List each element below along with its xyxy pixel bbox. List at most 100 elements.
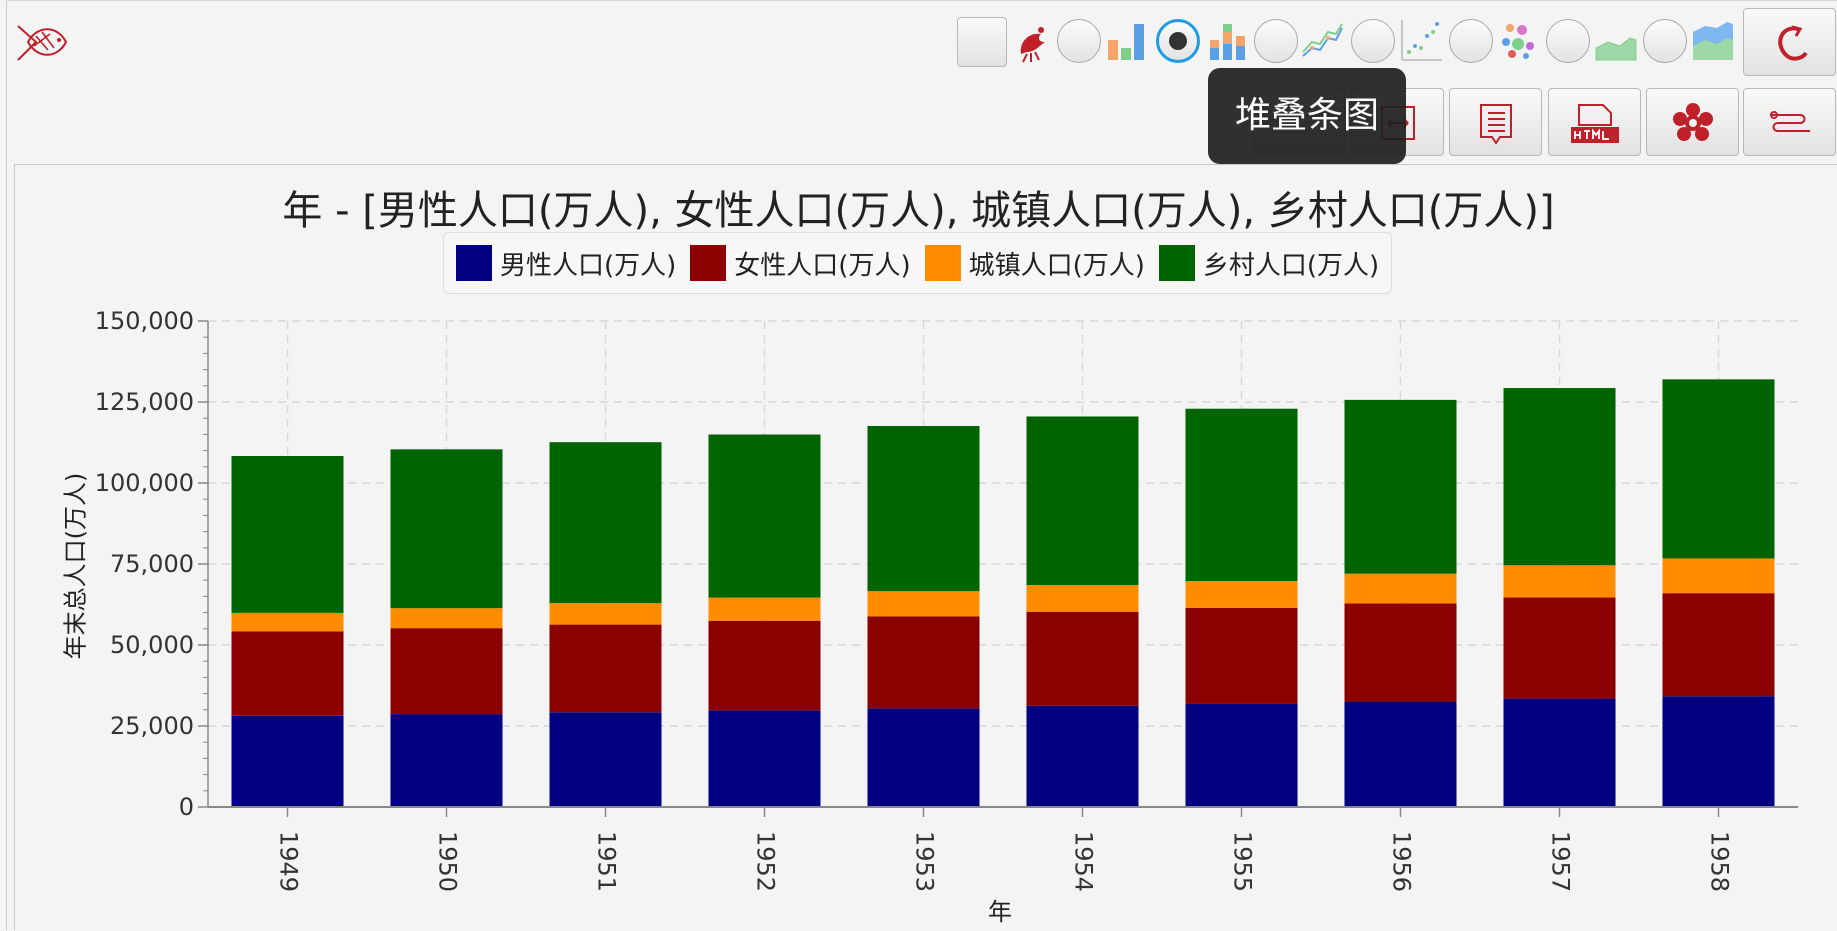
bar-segment	[549, 442, 662, 604]
bar-segment	[708, 710, 821, 807]
app-window	[6, 0, 1837, 930]
y-axis-label: 年末总人口(万人)	[61, 472, 90, 660]
y-tick-label: 75,000	[110, 550, 194, 578]
bar-segment	[1185, 607, 1298, 704]
bar-segment	[867, 591, 980, 617]
export-html-button[interactable]	[1548, 88, 1641, 156]
chart-canvas: 0 25,000 50,000 75,000 100,000 125,000 150,000…	[95, 307, 1798, 892]
bar-segment	[1344, 399, 1457, 574]
bar-segment	[867, 616, 980, 709]
bar-segment	[1185, 581, 1298, 608]
scatter-chart-radio[interactable]	[1351, 19, 1395, 63]
legend-label-male: 男性人口(万人)	[500, 250, 677, 281]
y-tick-label: 125,000	[95, 388, 194, 416]
bar-segment	[549, 603, 662, 625]
x-tick-label: 1953	[911, 831, 939, 892]
line-chart-radio[interactable]	[1254, 19, 1298, 63]
legend-item-female: 女性人口(万人)	[690, 245, 911, 282]
bar-segment	[1185, 703, 1298, 807]
chart-title: 年 - [男性人口(万人), 女性人口(万人), 城镇人口(万人), 乡村人口(…	[282, 188, 1555, 234]
bar-segment	[231, 455, 344, 613]
x-tick-label: 1954	[1070, 831, 1098, 892]
theme-button[interactable]	[1646, 88, 1739, 156]
bar-chart-radio[interactable]	[1057, 19, 1101, 63]
bar-segment	[1026, 611, 1139, 706]
stacked-bar-chart-radio[interactable]	[1156, 19, 1200, 63]
bubble-chart-icon[interactable]	[1496, 18, 1540, 62]
bar-segment	[867, 426, 980, 592]
bar-segment	[1503, 698, 1616, 807]
settings-button[interactable]	[1743, 88, 1836, 156]
phoenix-chart-icon[interactable]	[1011, 20, 1055, 64]
bar-segment	[1503, 388, 1616, 566]
x-tick-label: 1958	[1706, 831, 1734, 892]
bar-segment	[1026, 585, 1139, 612]
blank-option-button[interactable]	[957, 17, 1007, 67]
legend-label-female: 女性人口(万人)	[734, 250, 911, 281]
legend-swatch-urban	[924, 245, 961, 281]
y-tick-label: 25,000	[110, 712, 194, 740]
report-button[interactable]	[1449, 88, 1542, 156]
x-tick-label: 1957	[1547, 831, 1575, 892]
bar-segment	[708, 434, 821, 598]
bar-segment	[1503, 597, 1616, 699]
bubble-chart-radio[interactable]	[1449, 19, 1493, 63]
y-tick-label: 0	[179, 793, 194, 821]
legend-item-urban: 城镇人口(万人)	[924, 245, 1145, 282]
bar-segment	[867, 708, 980, 807]
bar-segment	[549, 624, 662, 713]
legend-swatch-female	[690, 245, 727, 281]
y-tick-label: 50,000	[110, 631, 194, 659]
fish-logo-icon	[17, 25, 68, 61]
area-chart-icon[interactable]	[1594, 18, 1638, 62]
html-file-icon	[1571, 104, 1619, 143]
legend-swatch-rural	[1158, 245, 1195, 281]
refresh-button[interactable]	[1743, 8, 1836, 76]
bar-segment	[1026, 416, 1139, 586]
bar-segment	[390, 449, 503, 609]
refresh-icon	[1778, 25, 1808, 61]
chart-type-tooltip: 堆叠条图	[1208, 68, 1406, 164]
stacked-area-chart-radio[interactable]	[1643, 19, 1687, 63]
area-chart-radio[interactable]	[1546, 19, 1590, 63]
x-tick-label: 1956	[1388, 831, 1416, 892]
cloud-scroll-icon	[1770, 111, 1810, 132]
x-tick-label: 1951	[593, 831, 621, 892]
bar-segment	[231, 715, 344, 807]
bar-chart-icon[interactable]	[1104, 18, 1148, 62]
bar-segment	[549, 712, 662, 807]
bar-segment	[390, 628, 503, 715]
bar-segment	[1662, 593, 1775, 697]
bar-segment	[1344, 603, 1457, 702]
peony-icon	[1673, 103, 1713, 141]
x-tick-label: 1949	[275, 831, 303, 892]
bar-segment	[708, 597, 821, 621]
legend-label-urban: 城镇人口(万人)	[968, 250, 1145, 281]
legend-swatch-male	[456, 245, 492, 281]
legend-item-rural: 乡村人口(万人)	[1158, 245, 1379, 282]
x-axis-label: 年	[988, 898, 1012, 926]
legend-item-male: 男性人口(万人)	[456, 245, 676, 282]
x-tick-label: 1952	[752, 831, 780, 892]
bar-segment	[1344, 573, 1457, 604]
stacked-bar-chart-icon[interactable]	[1206, 18, 1250, 62]
bar-segment	[231, 612, 344, 632]
bar-segment	[1662, 696, 1775, 807]
x-tick-label: 1955	[1229, 831, 1257, 892]
bar-segment	[1185, 408, 1298, 582]
stacked-area-chart-icon[interactable]	[1691, 18, 1735, 62]
bar-segment	[1026, 705, 1139, 807]
chart-legend: 男性人口(万人) 女性人口(万人) 城镇人口(万人) 乡村人口(万人)	[443, 232, 1393, 294]
scatter-chart-icon[interactable]	[1399, 18, 1443, 62]
bar-segment	[231, 631, 344, 716]
line-chart-icon[interactable]	[1300, 18, 1344, 62]
bar-segment	[390, 714, 503, 807]
y-tick-label: 100,000	[95, 469, 194, 497]
bar-segment	[1662, 379, 1775, 559]
report-list-icon	[1480, 104, 1512, 145]
bar-segment	[390, 608, 503, 629]
x-tick-label: 1950	[434, 831, 462, 892]
y-tick-label: 150,000	[95, 307, 194, 335]
bar-segment	[1662, 558, 1775, 594]
bar-segment	[1503, 565, 1616, 598]
